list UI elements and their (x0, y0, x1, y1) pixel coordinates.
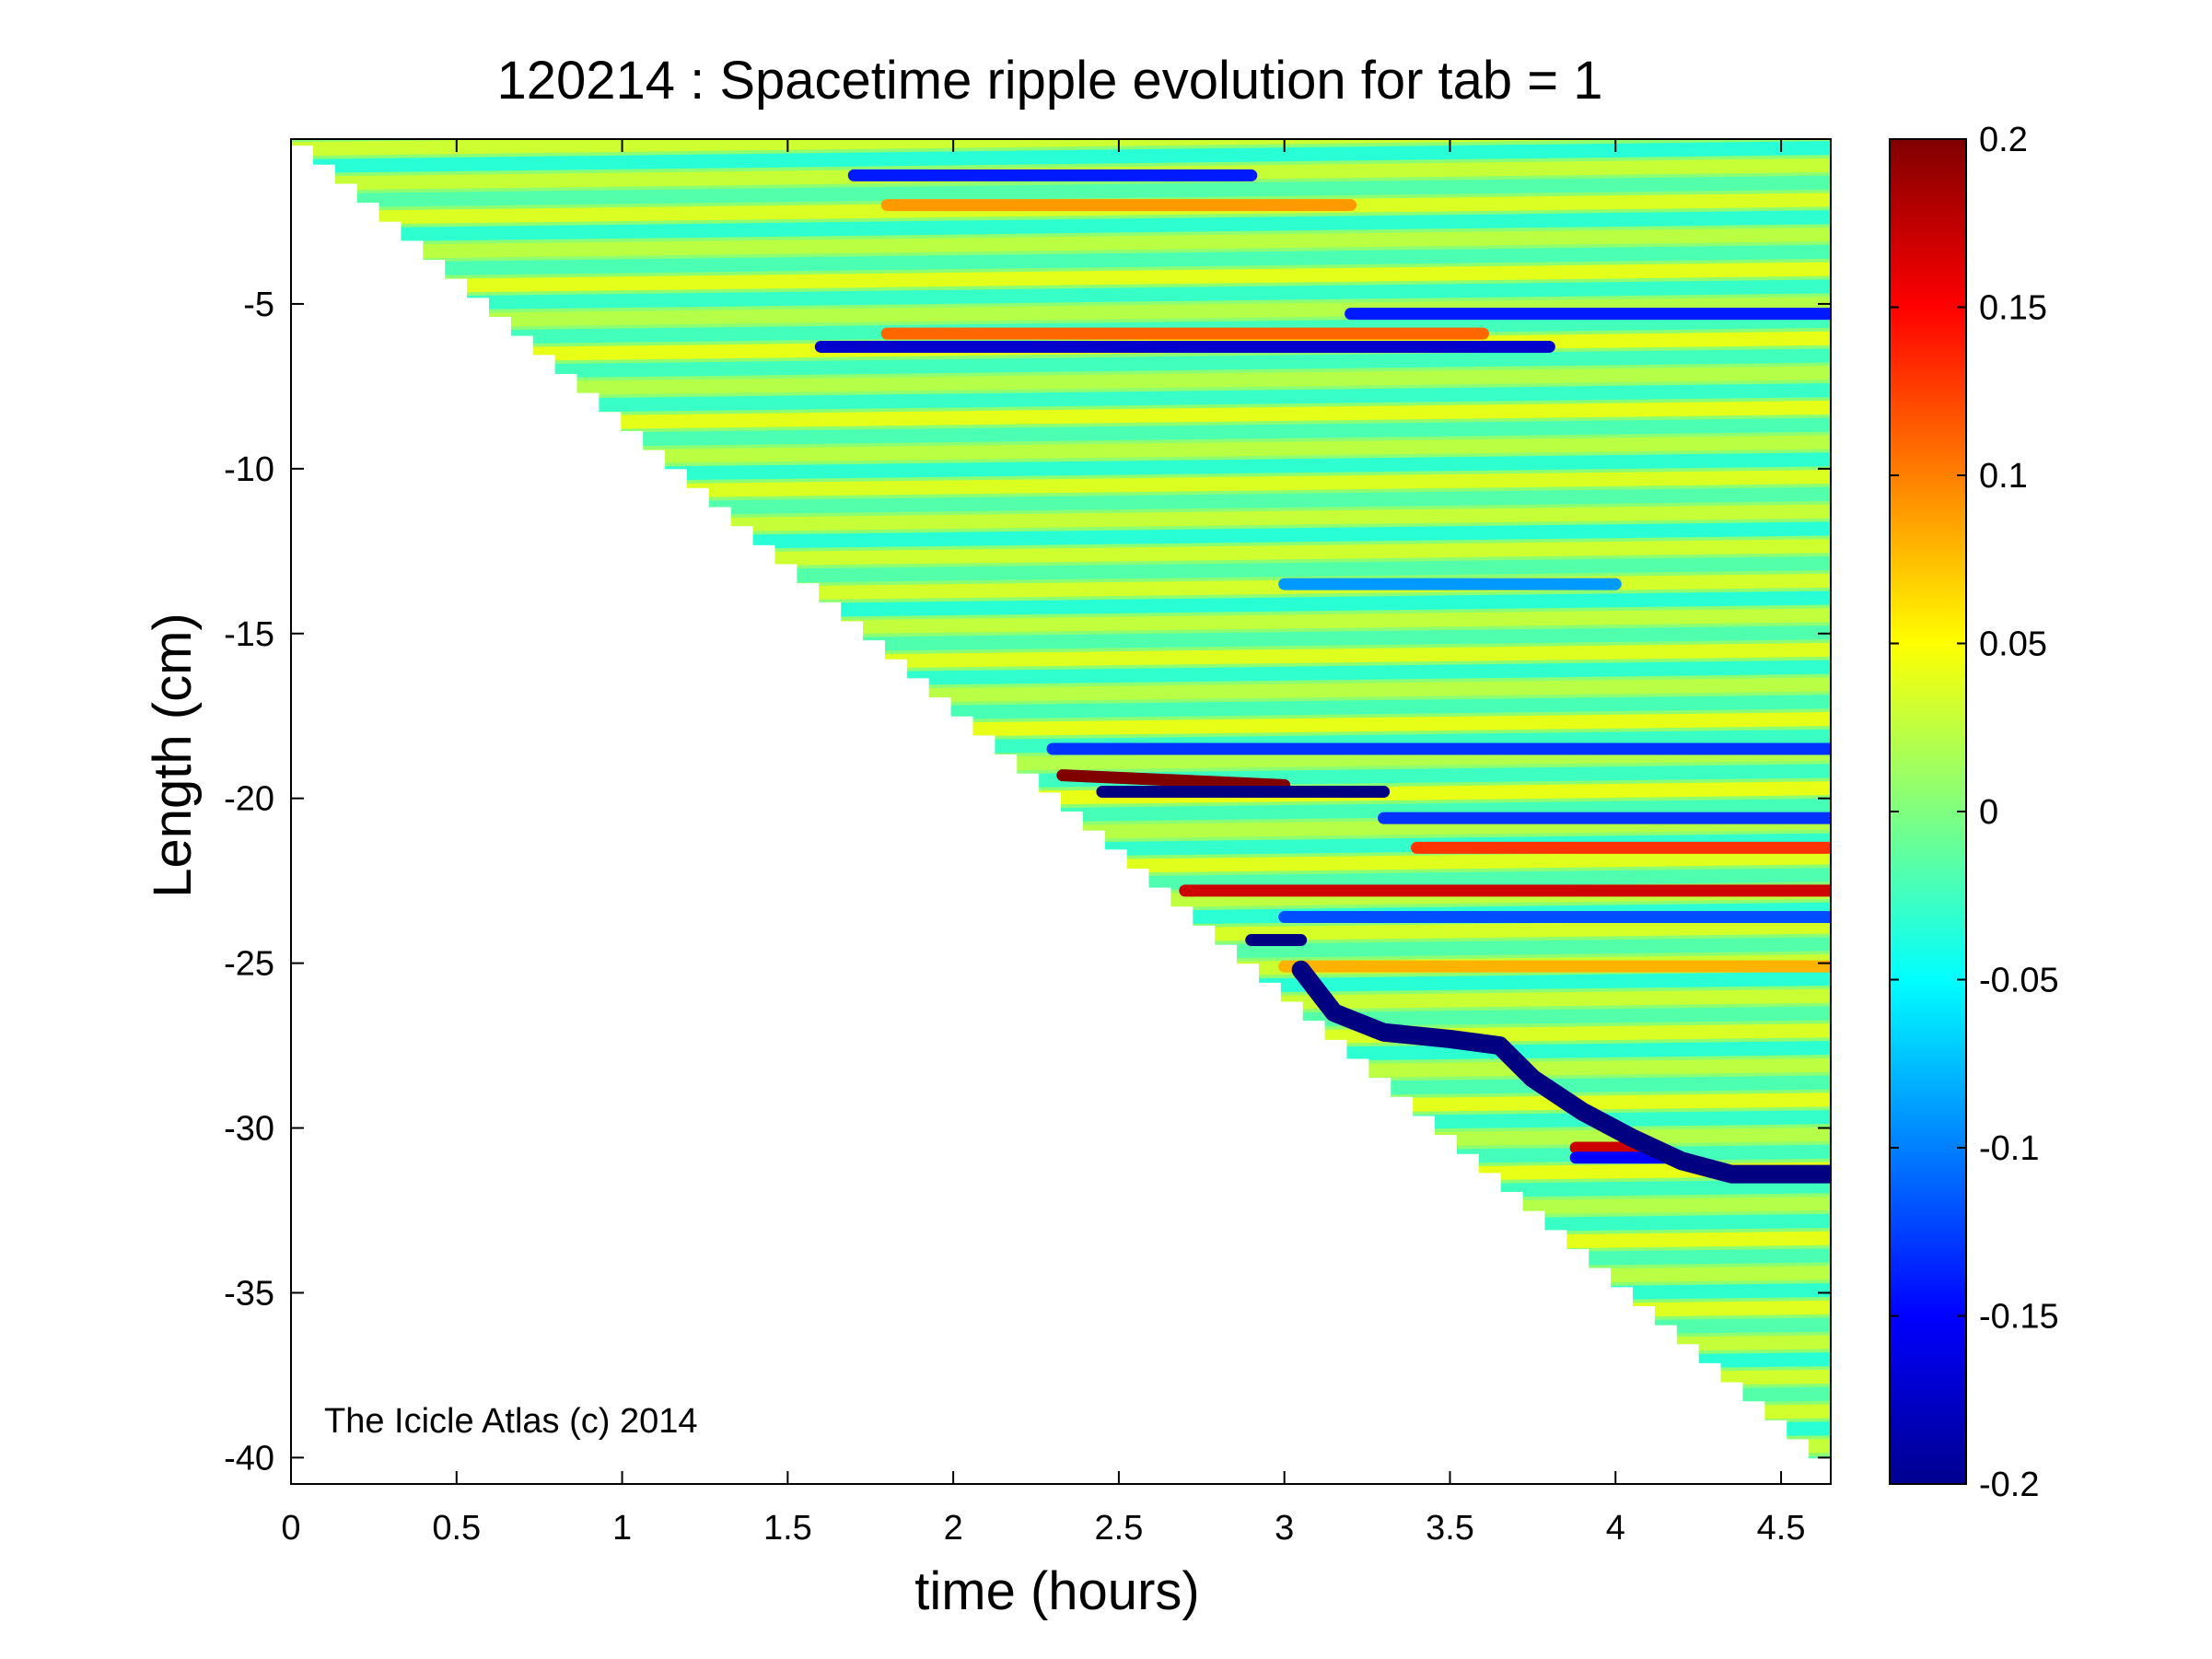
colorbar-gradient (1889, 138, 1967, 1485)
x-tick-label: 2.5 (1095, 1509, 1144, 1548)
watermark: The Icicle Atlas (c) 2014 (324, 1402, 698, 1441)
x-tick-label: 3 (1275, 1509, 1294, 1548)
y-tick-label: -25 (224, 945, 274, 984)
ripple-feature (1056, 769, 1291, 791)
x-tick-label: 3.5 (1426, 1509, 1474, 1548)
main-ridge (1291, 960, 1831, 1184)
ripple-band (291, 210, 1831, 243)
y-tick-label: -30 (224, 1110, 274, 1149)
colorbar: 0.2 0.15 0.1 0.05 0 -0.05 -0.1 -0.15 -0.2 (1889, 121, 2059, 1504)
heatmap (291, 139, 1831, 1516)
colorbar-tick-label: -0.05 (1979, 962, 2059, 1000)
y-tick-label: -5 (243, 286, 274, 324)
colorbar-tick-label: 0.2 (1979, 121, 2028, 159)
x-tick-label: 1 (612, 1509, 632, 1548)
y-tick-label: -35 (224, 1274, 274, 1313)
colorbar-tick-label: -0.15 (1979, 1298, 2059, 1337)
plot-frame (290, 138, 1832, 1485)
colorbar-tick-label: 0.15 (1979, 289, 2047, 328)
y-tick-label: -10 (224, 450, 274, 489)
colorbar-tick-label: -0.2 (1979, 1466, 2039, 1504)
x-tick-label: 1.5 (763, 1509, 812, 1548)
chart-title: 120214 : Spacetime ripple evolution for … (496, 51, 1602, 111)
x-tick-label: 0.5 (432, 1509, 481, 1548)
ripple-band (291, 227, 1831, 260)
ripple-band (291, 244, 1831, 277)
x-tick-label: 0 (281, 1509, 300, 1548)
x-axis-label: time (hours) (914, 1561, 1199, 1621)
x-tick-label: 4.5 (1757, 1509, 1806, 1548)
y-tick-label: -40 (224, 1439, 274, 1478)
ripple-band (291, 279, 1831, 312)
x-axis: 0 0.5 1 1.5 2 2.5 3 3.5 4 4.5 (281, 139, 1805, 1548)
ripple-band (291, 175, 1831, 208)
heatmap-ripple-features (814, 169, 1831, 1184)
y-tick-label: -15 (224, 615, 274, 654)
x-tick-label: 4 (1606, 1509, 1625, 1548)
y-axis-label: Length (cm) (143, 613, 203, 897)
ripple-band (291, 141, 1831, 174)
y-tick-label: -20 (224, 780, 274, 819)
colorbar-tick-label: 0.05 (1979, 625, 2047, 664)
colorbar-tick-label: -0.1 (1979, 1129, 2039, 1168)
unsampled-region (291, 146, 1831, 1484)
colorbar-tick-label: 0 (1979, 793, 1998, 832)
ripple-band (291, 297, 1831, 330)
x-tick-label: 2 (944, 1509, 963, 1548)
colorbar-tick-label: 0.1 (1979, 457, 2028, 496)
ripple-band (291, 262, 1831, 295)
ripple-band (291, 1498, 1831, 1516)
colorbar-ticks: 0.2 0.15 0.1 0.05 0 -0.05 -0.1 -0.15 -0.2 (1890, 121, 2059, 1504)
y-axis: -5 -10 -15 -20 -25 -30 -35 -40 (224, 286, 1831, 1478)
